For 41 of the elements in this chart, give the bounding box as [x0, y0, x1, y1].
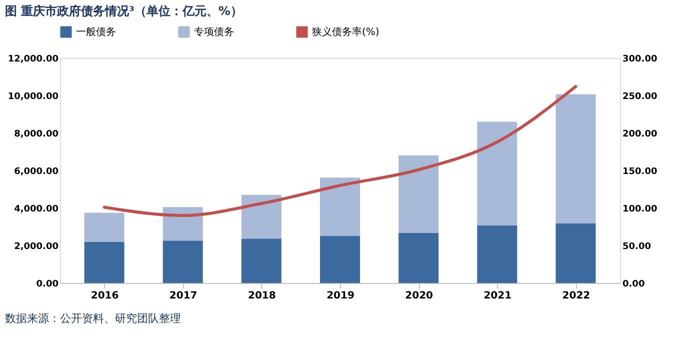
y2-tick-label: 100.00: [622, 204, 658, 214]
bar: [320, 236, 360, 283]
bar: [398, 232, 439, 283]
y2-tick-label: 50.00: [622, 242, 651, 252]
bar: [241, 238, 282, 283]
x-tick-label: 2019: [326, 290, 354, 302]
bar: [162, 240, 203, 283]
legend-label: 一般债务: [76, 26, 116, 38]
source-note: 数据来源：公开资料、研究团队整理: [5, 312, 181, 325]
y-tick-label: 4,000.00: [14, 204, 58, 214]
x-tick-label: 2016: [90, 290, 119, 302]
bar: [398, 155, 439, 233]
y-tick-label: 2,000.00: [14, 242, 58, 252]
bar: [477, 225, 518, 283]
bar: [162, 207, 203, 241]
bar: [320, 178, 360, 236]
bar: [556, 223, 596, 283]
y-tick-label: 6,000.00: [14, 167, 58, 177]
bar: [556, 94, 596, 224]
legend-label: 狭义债务率(%): [312, 26, 380, 38]
y-tick-label: 10,000.00: [8, 92, 58, 102]
y2-tick-label: 150.00: [622, 167, 658, 177]
x-tick-label: 2017: [169, 290, 198, 302]
x-tick-label: 2021: [484, 290, 512, 302]
y2-tick-label: 200.00: [622, 130, 658, 140]
legend-label: 专项债务: [194, 26, 234, 38]
x-tick-label: 2020: [405, 290, 434, 302]
x-tick-label: 2022: [562, 290, 590, 302]
y2-tick-label: 0.00: [622, 280, 645, 290]
chart-title: 图 重庆市政府债务情况³（单位：亿元、%）: [5, 4, 242, 18]
bar: [477, 122, 518, 226]
bar: [84, 242, 124, 283]
y-tick-label: 8,000.00: [14, 130, 58, 140]
y2-tick-label: 300.00: [622, 54, 658, 64]
bar: [84, 212, 124, 242]
y2-tick-label: 250.00: [622, 92, 658, 102]
y-tick-label: 0.00: [36, 280, 58, 290]
bar: [241, 194, 282, 239]
line-series: [102, 85, 578, 217]
y-tick-label: 12,000.00: [8, 54, 58, 64]
x-tick-label: 2018: [248, 290, 276, 302]
